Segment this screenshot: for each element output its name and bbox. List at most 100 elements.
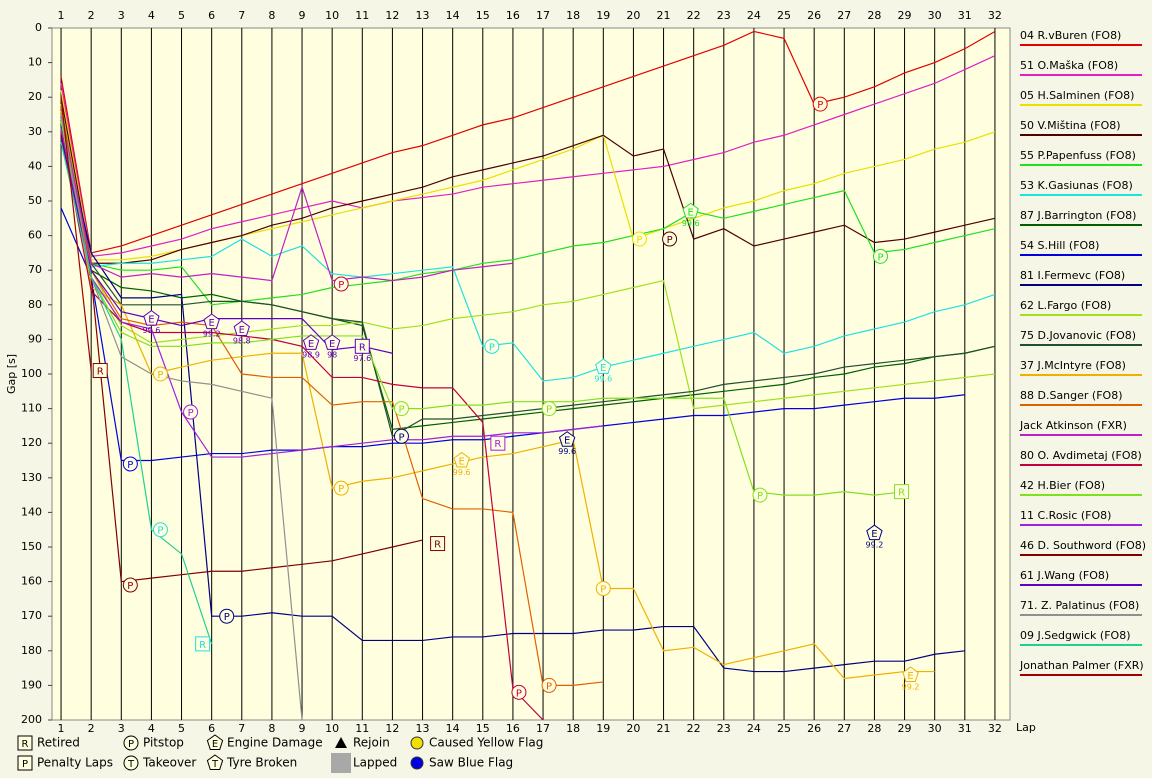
x-tick-label: 4 xyxy=(148,9,155,22)
x-tick-label: 11 xyxy=(355,722,369,735)
x-tick-label: 3 xyxy=(118,9,125,22)
y-tick-label: 30 xyxy=(28,125,42,138)
x-tick-label: 6 xyxy=(208,722,215,735)
marker-symbol: P xyxy=(127,460,133,471)
legend-label: 61 J.Wang (FO8) xyxy=(1020,569,1109,582)
y-tick-label: 10 xyxy=(28,56,42,69)
y-tick-label: 150 xyxy=(21,540,42,553)
key-symbol: P xyxy=(128,739,134,750)
marker-circle xyxy=(541,401,557,417)
marker-symbol: E xyxy=(688,207,694,218)
x-tick-label: 11 xyxy=(355,9,369,22)
legend-label: 75 D.Jovanovic (FO8) xyxy=(1020,329,1136,342)
x-tick-label: 32 xyxy=(988,9,1002,22)
marker-box xyxy=(354,338,370,354)
marker-symbol: E xyxy=(459,457,465,468)
marker-box xyxy=(490,435,506,451)
marker-symbol: P xyxy=(188,408,194,419)
x-tick-label: 18 xyxy=(566,722,580,735)
key-label: Pitstop xyxy=(143,736,184,750)
series-line xyxy=(60,135,423,583)
x-tick-label: 20 xyxy=(626,722,640,735)
x-tick-label: 28 xyxy=(867,9,881,22)
x-tick-label: 22 xyxy=(687,9,701,22)
marker-symbol: E xyxy=(209,318,215,329)
marker-pentagon xyxy=(233,320,250,336)
y-tick-label: 140 xyxy=(21,505,42,518)
x-tick-label: 13 xyxy=(416,9,430,22)
x-tick-label: 2 xyxy=(88,9,95,22)
marker-circle xyxy=(123,755,139,771)
x-tick-label: 27 xyxy=(837,722,851,735)
marker-pentagon xyxy=(453,451,470,468)
x-tick-label: 9 xyxy=(299,722,306,735)
x-tick-label: 16 xyxy=(506,722,520,735)
marker-circle xyxy=(662,231,678,247)
legend-label: 42 H.Bier (FO8) xyxy=(1020,479,1105,492)
x-tick-label: 3 xyxy=(118,722,125,735)
y-tick-label: 100 xyxy=(21,367,42,380)
marker-symbol: E xyxy=(564,436,570,447)
marker-pentagon xyxy=(143,310,160,326)
series-line xyxy=(60,131,996,431)
key-label: Rejoin xyxy=(353,736,390,750)
y-tick-label: 130 xyxy=(21,471,42,484)
legend-label: 81 I.Fermevc (FO8) xyxy=(1020,269,1125,282)
legend-label: 04 R.vBuren (FO8) xyxy=(1020,29,1121,42)
marker-symbol: P xyxy=(636,235,642,246)
marker-box xyxy=(195,636,211,652)
marker-symbol: E xyxy=(871,529,877,540)
y-tick-label: 60 xyxy=(28,229,42,242)
x-tick-label: 17 xyxy=(536,722,550,735)
marker-circle xyxy=(631,231,647,247)
marker-symbol: P xyxy=(398,405,404,416)
marker-pentagon xyxy=(902,666,919,682)
marker-pentagon xyxy=(206,754,224,770)
marker-symbol: R xyxy=(494,439,501,450)
y-tick-label: 200 xyxy=(21,713,42,726)
x-tick-label: 14 xyxy=(446,722,460,735)
marker-symbol: P xyxy=(338,484,344,495)
marker-label: 99.2 xyxy=(866,541,884,550)
y-tick-label: 40 xyxy=(28,159,42,172)
x-tick-label: 31 xyxy=(958,9,972,22)
marker-label: 98.9 xyxy=(302,350,320,359)
series-line xyxy=(60,114,513,282)
x-tick-label: 30 xyxy=(928,722,942,735)
marker-symbol: E xyxy=(329,339,335,350)
x-tick-label: 29 xyxy=(898,722,912,735)
x-tick-label: 18 xyxy=(566,9,580,22)
marker-circle xyxy=(752,487,768,503)
legend-label: 62 L.Fargo (FO8) xyxy=(1020,299,1111,312)
marker-pentagon xyxy=(302,334,320,350)
y-tick-label: 80 xyxy=(28,298,42,311)
legend-label: Jonathan Palmer (FXR) xyxy=(1019,659,1144,672)
marker-box xyxy=(17,735,33,751)
marker-box xyxy=(430,536,446,552)
x-tick-label: 30 xyxy=(928,9,942,22)
key-symbol: R xyxy=(22,739,29,750)
marker-pentagon xyxy=(323,334,341,350)
marker-symbol: R xyxy=(199,640,206,651)
series-line xyxy=(60,124,965,673)
marker-circle xyxy=(152,522,168,538)
x-tick-label: 32 xyxy=(988,722,1002,735)
marker-symbol: P xyxy=(600,585,606,596)
legend-label: 55 P.Papenfuss (FO8) xyxy=(1020,149,1136,162)
x-tick-label: 20 xyxy=(626,9,640,22)
x-tick-label: 27 xyxy=(837,9,851,22)
marker-symbol: P xyxy=(757,491,763,502)
series-line xyxy=(60,128,604,458)
legend-label: 71. Z. Palatinus (FO8) xyxy=(1020,599,1139,612)
marker-pentagon xyxy=(558,431,576,447)
x-tick-label: 17 xyxy=(536,9,550,22)
y-tick-label: 160 xyxy=(21,575,42,588)
x-tick-label: 31 xyxy=(958,722,972,735)
x-tick-label: 10 xyxy=(325,722,339,735)
legend-label: 51 O.Maška (FO8) xyxy=(1020,59,1118,72)
marker-box xyxy=(17,755,33,771)
key-label: Penalty Laps xyxy=(37,756,113,770)
legend-label: 37 J.McIntyre (FO8) xyxy=(1020,359,1126,372)
y-tick-label: 110 xyxy=(21,402,42,415)
